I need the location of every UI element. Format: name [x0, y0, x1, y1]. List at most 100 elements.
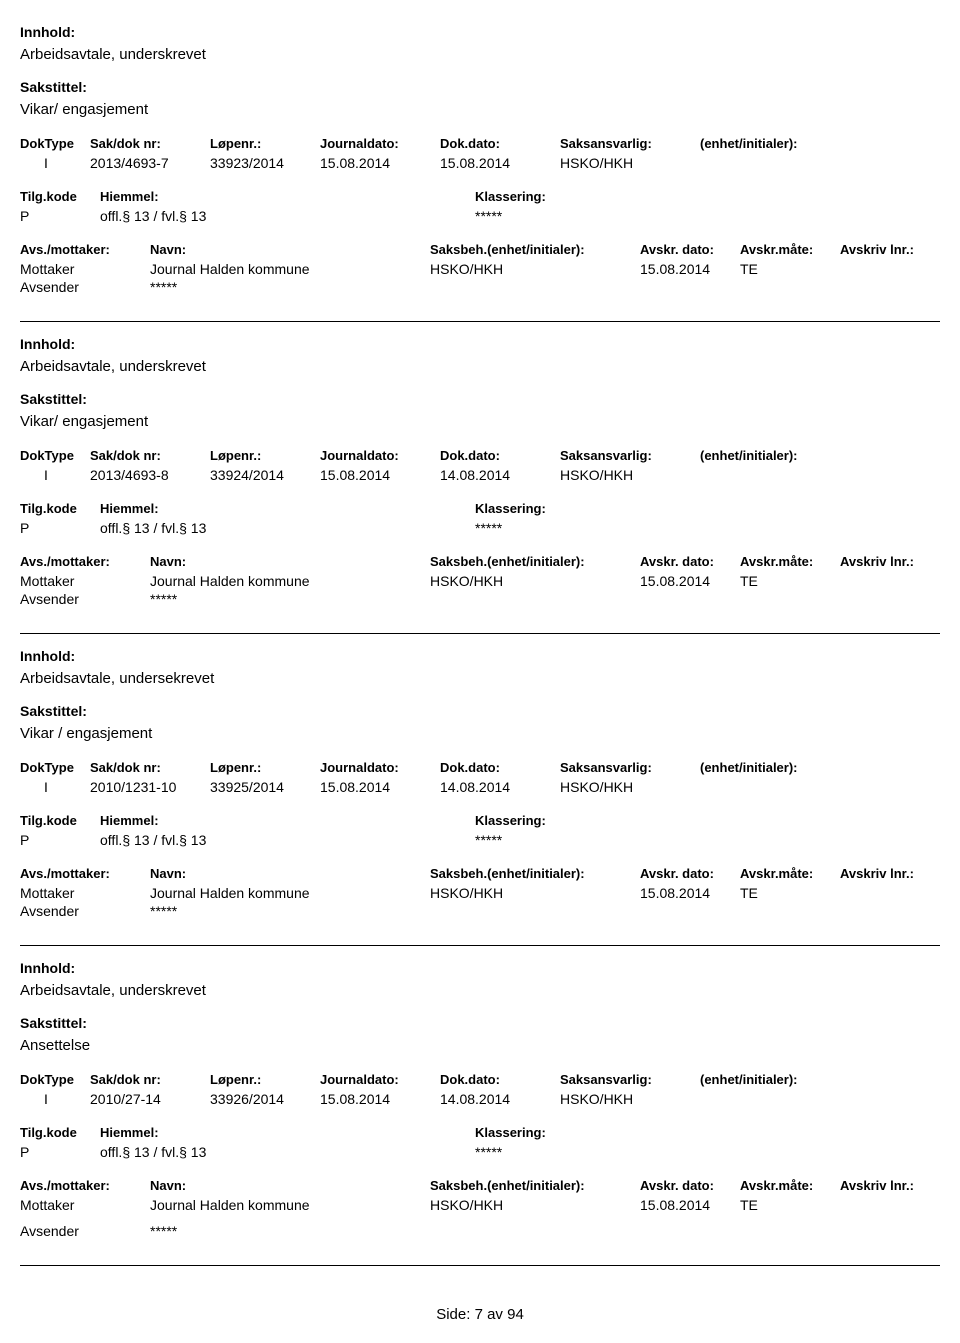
party-header-row: Avs./mottaker: Navn: Saksbeh.(enhet/init… — [20, 242, 940, 257]
lopenr-value: 33923/2014 — [210, 155, 320, 171]
sakstittel-value: Vikar/ engasjement — [20, 413, 940, 430]
col-lopenr-label: Løpenr.: — [210, 760, 320, 775]
record-values-row: I 2013/4693-7 33923/2014 15.08.2014 15.0… — [20, 155, 940, 171]
col-doktype-label: DokType — [20, 136, 90, 151]
col-avskrmate-label: Avskr.måte: — [740, 554, 840, 569]
record-values-row: I 2010/1231-10 33925/2014 15.08.2014 14.… — [20, 779, 940, 795]
col-avskrivlnr-label: Avskriv lnr.: — [840, 554, 940, 569]
col-enhet-label: (enhet/initialer): — [700, 136, 860, 151]
mottaker-navn: Journal Halden kommune — [150, 1197, 430, 1213]
avskriv-lnr-value — [840, 573, 940, 589]
col-klassering-label: Klassering: — [475, 1125, 675, 1140]
hjemmel-header-row: Tilg.kode Hiemmel: Klassering: — [20, 1125, 940, 1140]
avskr-dato-value: 15.08.2014 — [640, 1197, 740, 1213]
avskriv-lnr-value — [840, 885, 940, 901]
saksansvarlig-value: HSKO/HKH — [560, 779, 700, 795]
tilg-value: P — [20, 520, 100, 536]
col-navn-label: Navn: — [150, 554, 430, 569]
avsender-label: Avsender — [20, 591, 150, 607]
avskriv-lnr-value — [840, 261, 940, 277]
col-avskrmate-label: Avskr.måte: — [740, 242, 840, 257]
hjemmel-header-row: Tilg.kode Hiemmel: Klassering: — [20, 189, 940, 204]
col-navn-label: Navn: — [150, 1178, 430, 1193]
col-avskrivlnr-label: Avskriv lnr.: — [840, 242, 940, 257]
col-hjemmel-label: Hiemmel: — [100, 501, 475, 516]
saksbeh-value: HSKO/HKH — [430, 573, 640, 589]
innhold-value: Arbeidsavtale, undersekrevet — [20, 670, 940, 687]
tilg-value: P — [20, 832, 100, 848]
party-header-row: Avs./mottaker: Navn: Saksbeh.(enhet/init… — [20, 866, 940, 881]
hjemmel-header-row: Tilg.kode Hiemmel: Klassering: — [20, 501, 940, 516]
avskr-mate-value: TE — [740, 1197, 840, 1213]
klassering-value: ***** — [475, 832, 675, 848]
enhet-value — [700, 1091, 860, 1107]
mottaker-navn: Journal Halden kommune — [150, 261, 430, 277]
tilg-value: P — [20, 1144, 100, 1160]
record-header-row: DokType Sak/dok nr: Løpenr.: Journaldato… — [20, 1072, 940, 1087]
journal-record: Innhold: Arbeidsavtale, underskrevet Sak… — [20, 322, 940, 634]
sakstittel-label: Sakstittel: — [20, 391, 940, 407]
lopenr-value: 33924/2014 — [210, 467, 320, 483]
saksansvarlig-value: HSKO/HKH — [560, 155, 700, 171]
col-avskrdato-label: Avskr. dato: — [640, 242, 740, 257]
col-hjemmel-label: Hiemmel: — [100, 189, 475, 204]
journaldato-value: 15.08.2014 — [320, 1091, 440, 1107]
col-dokdato-label: Dok.dato: — [440, 136, 560, 151]
hjemmel-values-row: P offl.§ 13 / fvl.§ 13 ***** — [20, 832, 940, 848]
hjemmel-values-row: P offl.§ 13 / fvl.§ 13 ***** — [20, 1144, 940, 1160]
col-navn-label: Navn: — [150, 242, 430, 257]
avskr-dato-value: 15.08.2014 — [640, 261, 740, 277]
hjemmel-value: offl.§ 13 / fvl.§ 13 — [100, 208, 475, 224]
col-doktype-label: DokType — [20, 448, 90, 463]
avsender-row: Avsender ***** — [20, 591, 940, 607]
col-avsmottaker-label: Avs./mottaker: — [20, 1178, 150, 1193]
col-journaldato-label: Journaldato: — [320, 136, 440, 151]
avsender-label: Avsender — [20, 903, 150, 919]
dokdato-value: 14.08.2014 — [440, 467, 560, 483]
saksbeh-value: HSKO/HKH — [430, 261, 640, 277]
enhet-value — [700, 467, 860, 483]
avsender-navn: ***** — [150, 1223, 430, 1239]
col-enhet-label: (enhet/initialer): — [700, 448, 860, 463]
klassering-value: ***** — [475, 1144, 675, 1160]
mottaker-label: Mottaker — [20, 1197, 150, 1213]
col-avsmottaker-label: Avs./mottaker: — [20, 554, 150, 569]
col-tilg-label: Tilg.kode — [20, 1125, 100, 1140]
enhet-value — [700, 779, 860, 795]
sakstittel-value: Vikar/ engasjement — [20, 101, 940, 118]
col-saksansvarlig-label: Saksansvarlig: — [560, 1072, 700, 1087]
avsender-navn: ***** — [150, 591, 430, 607]
doktype-value: I — [20, 467, 90, 483]
journal-record: Innhold: Arbeidsavtale, undersekrevet Sa… — [20, 634, 940, 946]
doktype-value: I — [20, 155, 90, 171]
col-avskrmate-label: Avskr.måte: — [740, 1178, 840, 1193]
klassering-value: ***** — [475, 520, 675, 536]
col-navn-label: Navn: — [150, 866, 430, 881]
col-dokdato-label: Dok.dato: — [440, 448, 560, 463]
col-dokdato-label: Dok.dato: — [440, 760, 560, 775]
doktype-value: I — [20, 1091, 90, 1107]
col-lopenr-label: Løpenr.: — [210, 1072, 320, 1087]
mottaker-label: Mottaker — [20, 261, 150, 277]
col-klassering-label: Klassering: — [475, 501, 675, 516]
hjemmel-value: offl.§ 13 / fvl.§ 13 — [100, 1144, 475, 1160]
col-avsmottaker-label: Avs./mottaker: — [20, 866, 150, 881]
sakdok-value: 2010/27-14 — [90, 1091, 210, 1107]
col-avskrdato-label: Avskr. dato: — [640, 554, 740, 569]
avsender-row: Avsender ***** — [20, 903, 940, 919]
mottaker-row: Mottaker Journal Halden kommune HSKO/HKH… — [20, 885, 940, 901]
journal-record: Innhold: Arbeidsavtale, underskrevet Sak… — [20, 10, 940, 322]
avsender-label: Avsender — [20, 279, 150, 295]
col-saksbeh-label: Saksbeh.(enhet/initialer): — [430, 242, 640, 257]
page-container: Innhold: Arbeidsavtale, underskrevet Sak… — [0, 0, 960, 1343]
lopenr-value: 33925/2014 — [210, 779, 320, 795]
col-saksbeh-label: Saksbeh.(enhet/initialer): — [430, 866, 640, 881]
col-sakdok-label: Sak/dok nr: — [90, 1072, 210, 1087]
col-saksansvarlig-label: Saksansvarlig: — [560, 760, 700, 775]
doktype-value: I — [20, 779, 90, 795]
col-tilg-label: Tilg.kode — [20, 189, 100, 204]
klassering-value: ***** — [475, 208, 675, 224]
col-doktype-label: DokType — [20, 760, 90, 775]
col-avskrdato-label: Avskr. dato: — [640, 1178, 740, 1193]
record-header-row: DokType Sak/dok nr: Løpenr.: Journaldato… — [20, 448, 940, 463]
